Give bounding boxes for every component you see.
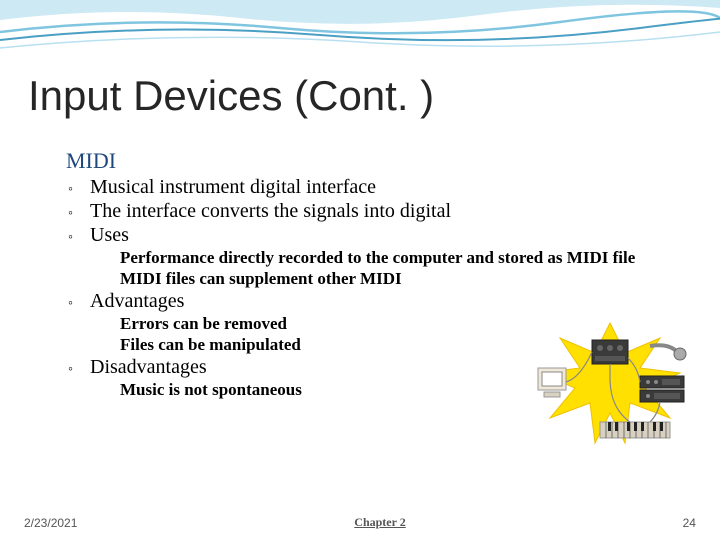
bullet-text: The interface converts the signals into … (90, 200, 451, 223)
midi-equipment-image (530, 318, 690, 448)
bullet-marker-l3:  (96, 318, 112, 334)
bullet-marker-l2: ◦ (68, 230, 82, 246)
bullet-text: Advantages (90, 290, 184, 313)
bullet-marker-l3:  (96, 252, 112, 268)
bullet-definition: ◦ Musical instrument digital interface (68, 176, 680, 199)
bullet-marker-l2: ◦ (68, 362, 82, 378)
bullet-text: Files can be manipulated (120, 335, 301, 355)
bullet-uses-2:  MIDI files can supplement other MIDI (96, 269, 656, 289)
footer-page-number: 24 (683, 516, 696, 530)
bullet-marker-l2: ◦ (68, 296, 82, 312)
bullet-text: Music is not spontaneous (120, 380, 302, 400)
bullet-uses-1:  Performance directly recorded to the c… (96, 248, 656, 268)
slide-title: Input Devices (Cont. ) (28, 72, 434, 120)
bullet-text: Disadvantages (90, 356, 207, 379)
bullet-text: MIDI files can supplement other MIDI (120, 269, 402, 289)
bullet-midi:  MIDI (40, 148, 680, 174)
bullet-marker-l3:  (96, 384, 112, 400)
bullet-interface: ◦ The interface converts the signals int… (68, 200, 680, 223)
bullet-marker-l2: ◦ (68, 182, 82, 198)
bullet-marker-l3:  (96, 273, 112, 289)
slide-footer: 2/23/2021 Chapter 2 24 (0, 515, 720, 530)
bullet-text: MIDI (66, 148, 116, 174)
footer-chapter: Chapter 2 (354, 515, 405, 530)
bullet-text: Performance directly recorded to the com… (120, 248, 635, 268)
footer-date: 2/23/2021 (24, 516, 77, 530)
header-wave-decoration (0, 0, 720, 70)
bullet-text: Errors can be removed (120, 314, 287, 334)
bullet-marker-l1:  (40, 152, 58, 173)
bullet-advantages: ◦ Advantages (68, 290, 680, 313)
bullet-text: Musical instrument digital interface (90, 176, 376, 199)
bullet-marker-l2: ◦ (68, 206, 82, 222)
bullet-text: Uses (90, 224, 129, 247)
bullet-uses: ◦ Uses (68, 224, 680, 247)
bullet-marker-l3:  (96, 339, 112, 355)
